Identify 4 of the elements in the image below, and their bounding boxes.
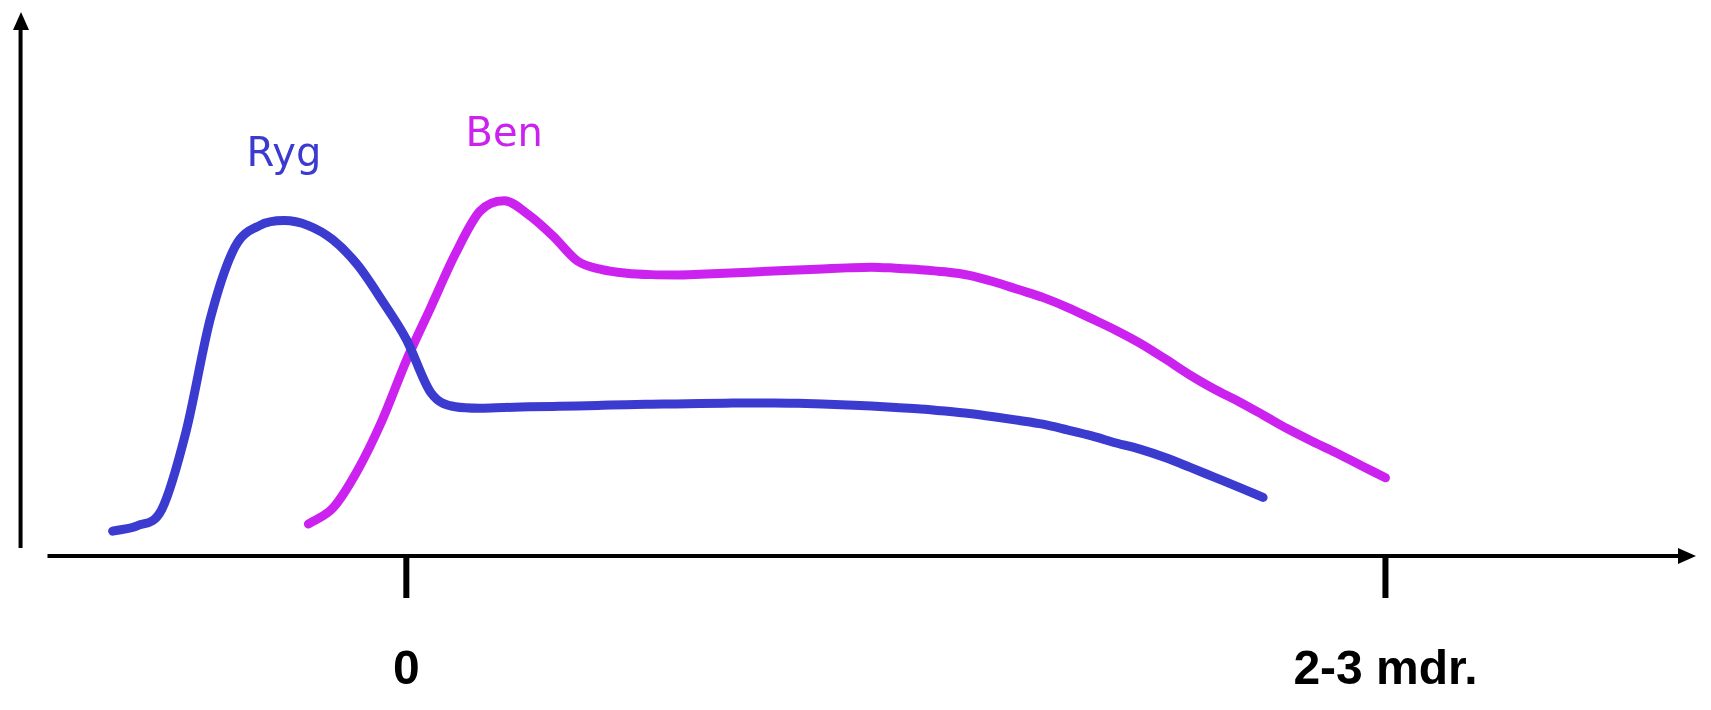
x-tick-label: 0 [392,641,420,695]
series-label: Ryg [246,129,322,176]
series-label: Ben [465,109,543,156]
x-tick-label: 2-3 mdr. [1293,641,1478,695]
